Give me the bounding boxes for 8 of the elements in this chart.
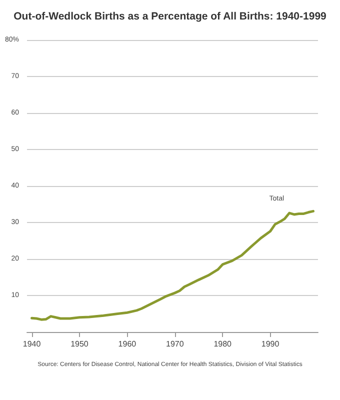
x-tick-label: 1970 xyxy=(166,340,184,348)
x-tick-label: 1960 xyxy=(118,340,137,348)
x-tick-label: 1940 xyxy=(22,340,42,348)
x-tick-label: 1980 xyxy=(214,340,232,348)
x-tick-label: 1950 xyxy=(70,340,89,348)
line-series xyxy=(30,210,314,321)
chart-title: Out-of-Wedlock Births as a Percentage of All Births: 1940-1999 xyxy=(14,10,327,22)
x-tick-label: 1990 xyxy=(261,340,280,348)
